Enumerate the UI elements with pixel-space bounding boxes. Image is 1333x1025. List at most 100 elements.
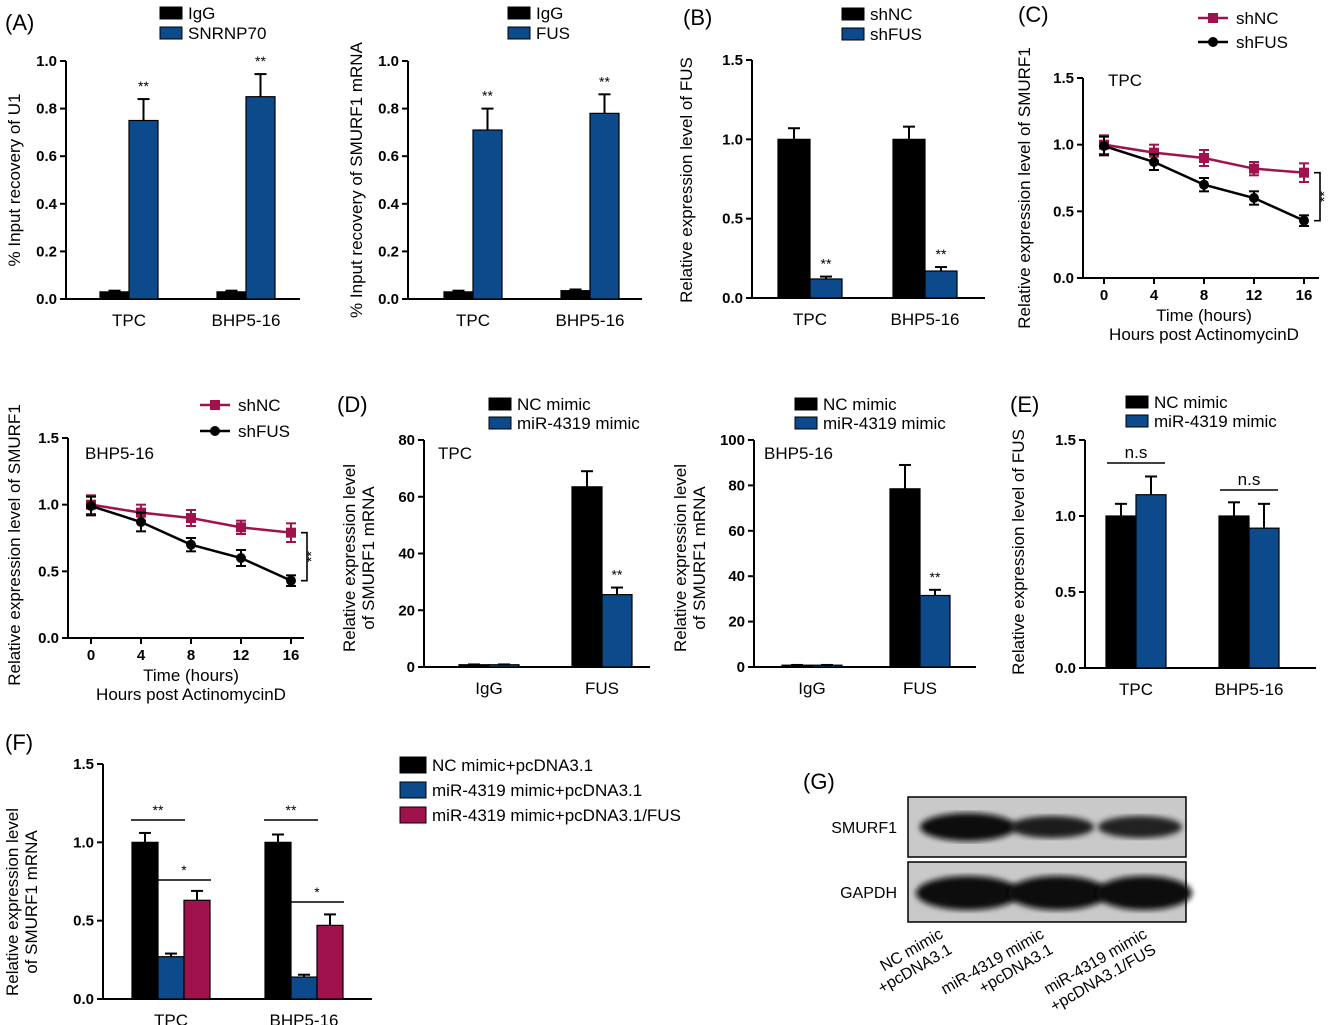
x-tick-label: TPC [112, 311, 146, 330]
x-tick-label: TPC [1119, 680, 1153, 699]
chart-annotation: BHP5-16 [85, 444, 154, 463]
y-tick-label: 0.0 [36, 291, 57, 308]
legend-swatch [507, 6, 531, 20]
legend-label: shFUS [1236, 33, 1288, 52]
bar [571, 486, 603, 668]
x-tick-label: IgG [798, 679, 825, 698]
bar [183, 899, 211, 1000]
legend-label: miR-4319 mimic [517, 414, 640, 433]
y-tick-label: 0.6 [378, 148, 399, 165]
bar [472, 129, 503, 300]
data-point [1299, 167, 1309, 178]
data-point [1299, 215, 1309, 226]
legend-swatch [794, 416, 818, 430]
significance-mark: ** [303, 551, 319, 562]
legend-label: IgG [536, 4, 563, 23]
bar [443, 291, 474, 300]
bar [264, 841, 292, 1000]
data-point [186, 539, 196, 550]
x-tick-label: TPC [793, 310, 827, 329]
y-tick-label: 0 [737, 659, 745, 676]
x-tick-label: BHP5-16 [556, 311, 625, 330]
y-axis-label-line2: of SMURF1 mRNA [22, 830, 41, 974]
bracket-label: ** [153, 802, 164, 818]
blot-row-label: SMURF1 [831, 820, 897, 837]
data-point [1149, 157, 1159, 167]
legend-label: shFUS [870, 25, 922, 44]
y-axis-label: % Input recovery of U1 [5, 94, 24, 267]
x-tick-label: IgG [475, 679, 502, 698]
data-point [286, 575, 296, 586]
legend-swatch [399, 806, 427, 824]
chart-b: 0.0 0.5 1.0 1.5 Relative expression level of… [677, 5, 985, 329]
bar [889, 488, 921, 668]
legend-swatch [399, 756, 427, 774]
legend-label: miR-4319 mimic [1154, 412, 1277, 431]
y-tick-label: 0.0 [1053, 270, 1074, 287]
y-tick-label: 40 [728, 568, 745, 585]
bar [1248, 527, 1280, 669]
chart-a1: 0.0 0.2 0.4 0.6 0.8 1.0 % Input recovery of U1… [5, 4, 300, 330]
data-point [136, 517, 146, 527]
y-axis-label: Relative expression level [671, 464, 690, 652]
x-tick-label: 12 [1246, 287, 1263, 304]
bracket-label: * [314, 884, 320, 900]
y-tick-label: 0.2 [378, 243, 399, 260]
y-tick-label: 1.5 [73, 756, 94, 773]
y-tick-label: 1.0 [38, 497, 59, 514]
chart-annotation: BHP5-16 [764, 444, 833, 463]
protein-band [1008, 876, 1108, 910]
legend-marker [210, 426, 220, 436]
y-axis-label-line2: of SMURF1 mRNA [690, 486, 709, 630]
panel-label: (A) [5, 10, 34, 35]
legend-swatch [507, 26, 531, 40]
protein-band [1010, 816, 1094, 838]
x-tick-label: BHP5-16 [270, 1011, 339, 1025]
y-tick-label: 0.5 [38, 563, 59, 580]
bar [777, 138, 811, 299]
data-point [1199, 153, 1209, 163]
legend-label: miR-4319 mimic [823, 414, 946, 433]
x-tick-label: 8 [187, 647, 195, 664]
chart-e: 0.0 0.5 1.0 1.5 Relative expression level of… [1009, 392, 1316, 699]
data-point [1199, 179, 1209, 190]
significance-mark: ** [255, 53, 266, 69]
y-tick-label: 0.5 [722, 211, 743, 228]
bracket-label: * [181, 862, 187, 878]
bar [290, 976, 318, 1000]
legend-label: miR-4319 mimic+pcDNA3.1/FUS [432, 806, 681, 825]
y-tick-label: 0.2 [36, 243, 57, 260]
bar [216, 291, 247, 300]
bar [560, 290, 591, 300]
data-point [286, 527, 296, 538]
legend-label: shNC [870, 5, 913, 24]
lane-label: miR-4319 mimic+pcDNA3.1/FUS [1039, 926, 1159, 1016]
bar [316, 924, 344, 1000]
y-tick-label: 0 [407, 659, 415, 676]
x-axis-label-line2: Hours post ActinomycinD [1109, 325, 1299, 344]
y-tick-label: 0.8 [378, 101, 399, 118]
data-point [1249, 193, 1259, 203]
significance-mark: ** [138, 78, 149, 94]
panel-label: (E) [1010, 392, 1039, 417]
data-point [1099, 141, 1109, 151]
significance-mark: ** [936, 246, 947, 262]
bracket-label: n.s [1238, 470, 1261, 489]
legend-swatch [1125, 414, 1149, 428]
panel-label: (B) [683, 5, 712, 30]
significance-bracket [301, 531, 308, 582]
chart-annotation: TPC [1108, 71, 1142, 90]
panel-label: (G) [803, 769, 835, 794]
x-tick-label: 4 [137, 647, 146, 664]
bar [1135, 494, 1167, 669]
data-point [1149, 147, 1159, 158]
chart-d1: 0 20 40 60 80 Relative expression level of SMU… [337, 392, 650, 698]
data-point [236, 553, 246, 563]
y-tick-label: 1.0 [1053, 137, 1074, 154]
y-tick-label: 0.5 [73, 913, 94, 930]
chart-annotation: TPC [438, 444, 472, 463]
y-tick-label: 20 [398, 602, 415, 619]
legend-label: NC mimic+pcDNA3.1 [432, 756, 593, 775]
